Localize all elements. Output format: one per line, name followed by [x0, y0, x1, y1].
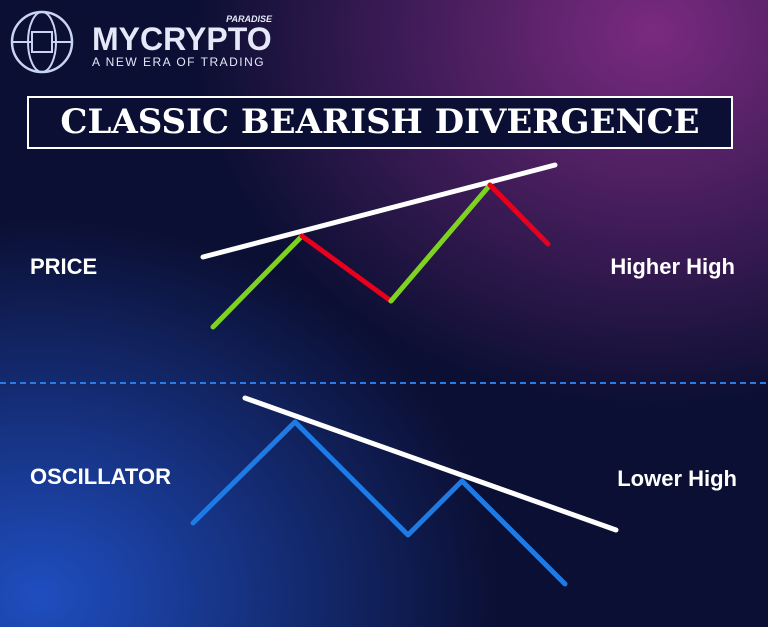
chip — [31, 31, 53, 53]
title: CLASSIC BEARISH DIVERGENCE — [60, 102, 699, 142]
oscillator-line — [190, 419, 568, 587]
brand-superscript: PARADISE — [226, 14, 273, 24]
logo: MYCRYPTO PARADISE A NEW ERA OF TRADING — [10, 10, 273, 74]
title-box — [27, 96, 733, 149]
price-up — [388, 182, 493, 304]
brand: MYCRYPTO — [92, 21, 272, 57]
price-label: PRICE — [30, 254, 97, 279]
price-up — [210, 233, 305, 330]
price-trendline — [200, 162, 558, 260]
oscillator-note: Lower High — [617, 466, 737, 491]
oscillator-trendline — [242, 395, 619, 533]
price-note: Higher High — [610, 254, 735, 279]
price-chart — [200, 162, 558, 330]
tagline: A NEW ERA OF TRADING — [92, 55, 265, 69]
oscillator-chart — [190, 395, 619, 587]
oscillator-label: OSCILLATOR — [30, 464, 171, 489]
price-down — [487, 182, 551, 247]
price-down — [299, 233, 394, 304]
